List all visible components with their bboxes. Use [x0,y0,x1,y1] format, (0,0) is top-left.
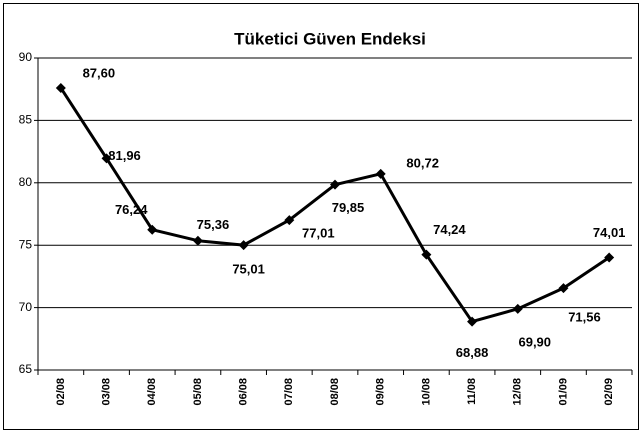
x-tick-label: 03/08 [100,378,112,406]
marker [604,252,615,263]
y-tick-label: 70 [19,300,33,314]
data-label: 87,60 [83,65,116,80]
x-tick-label: 01/09 [557,378,569,406]
x-tick-label: 07/08 [283,378,295,406]
marker [512,303,523,314]
chart-title: Tüketici Güven Endeksi [234,29,426,48]
marker [192,235,203,246]
marker [238,240,249,251]
y-tick-label: 80 [19,175,33,189]
marker [101,153,112,164]
data-label: 75,36 [197,217,230,232]
marker [330,179,340,190]
data-label: 77,01 [302,226,335,241]
y-tick-label: 65 [19,362,33,376]
x-tick-label: 11/08 [466,378,478,405]
y-tick-label: 90 [19,50,33,64]
x-tick-label: 06/08 [238,378,250,406]
data-label: 71,56 [568,310,601,325]
data-label: 81,96 [108,148,141,163]
y-tick-label: 85 [19,113,33,127]
data-label: 75,01 [232,262,265,277]
data-label: 74,24 [433,222,466,237]
data-label: 68,88 [456,345,489,360]
x-tick-label: 04/08 [146,378,158,406]
chart-frame [3,3,639,430]
data-label: 69,90 [518,334,551,349]
x-tick-label: 10/08 [420,378,432,406]
x-tick-label: 02/08 [55,378,67,406]
marker [147,224,158,235]
x-tick-label: 09/08 [375,378,387,406]
data-label: 74,01 [593,225,626,240]
x-tick-label: 02/09 [603,378,615,406]
x-tick-label: 05/08 [192,378,204,406]
marker [467,316,478,327]
data-label: 79,85 [332,200,365,215]
y-tick-label: 75 [19,237,33,251]
marker [421,249,432,260]
marker [284,215,295,226]
x-tick-label: 08/08 [329,378,341,406]
data-label: 80,72 [406,155,439,170]
x-tick-label: 12/08 [512,378,524,406]
marker [55,82,66,93]
marker [558,283,569,294]
marker [375,168,386,179]
data-label: 76,24 [115,202,148,217]
